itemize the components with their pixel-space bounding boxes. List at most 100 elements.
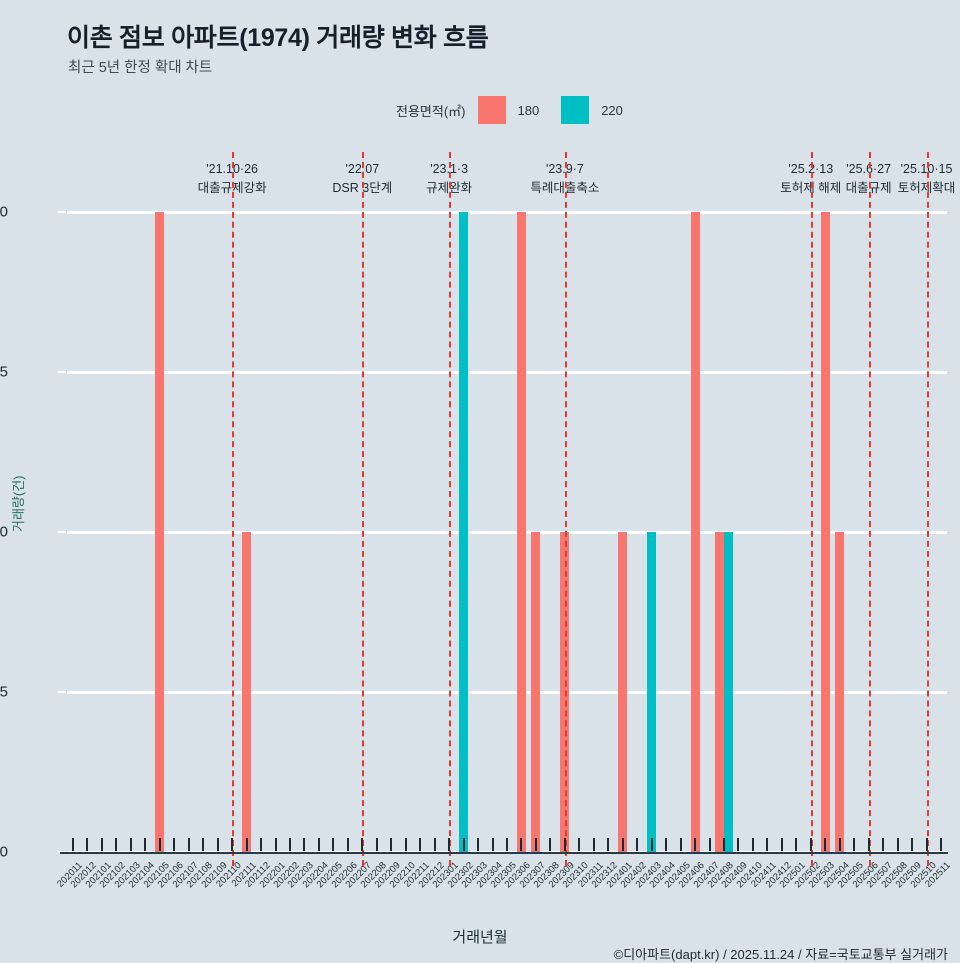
- x-axis-tick-mark: [491, 838, 494, 851]
- annotation-line: [232, 152, 235, 866]
- annotation-event: 규제완화: [426, 181, 473, 196]
- x-axis-tick-mark: [578, 838, 581, 851]
- legend-swatch-220: [561, 96, 590, 124]
- y-axis-tick-label: 0.0: [0, 843, 8, 861]
- x-axis-tick-mark: [100, 838, 103, 851]
- annotation-line: [868, 152, 871, 866]
- annotation-event: 대출규제: [845, 181, 892, 196]
- x-axis-tick-mark: [665, 838, 668, 851]
- annotation-date: '21.10·26: [206, 162, 258, 176]
- x-axis-tick-mark: [679, 838, 682, 851]
- y-axis-tick-mark: [58, 691, 66, 693]
- legend-title: 전용면적(㎡): [396, 103, 466, 119]
- y-axis-tick-mark: [58, 531, 66, 533]
- x-axis-tick-mark: [824, 838, 827, 851]
- bar: [155, 212, 165, 852]
- x-axis-tick-mark: [751, 838, 754, 851]
- annotation-date: '25.6·27: [846, 162, 892, 176]
- annotation-event: 토허제확대: [897, 181, 956, 196]
- x-axis-tick-mark: [621, 838, 624, 851]
- x-axis-tick-mark: [723, 838, 725, 851]
- gridline: [67, 530, 947, 534]
- x-axis-tick-mark: [462, 838, 465, 851]
- annotation-line: [926, 152, 929, 866]
- bar: [715, 532, 724, 852]
- x-axis-tick-mark: [882, 838, 885, 851]
- x-axis-tick-mark: [592, 838, 595, 851]
- chart-legend: 전용면적(㎡) 180 220: [396, 96, 623, 124]
- y-axis-label: 거래량(건): [11, 475, 26, 533]
- y-axis-tick-label: 1.5: [0, 363, 8, 381]
- x-axis-tick-mark: [911, 838, 914, 851]
- x-axis-tick-mark: [838, 838, 841, 851]
- y-axis-tick-mark: [58, 371, 66, 373]
- bar: [835, 532, 845, 852]
- x-axis-tick-mark: [448, 838, 451, 851]
- x-axis-tick-mark: [853, 838, 856, 851]
- gridline: [67, 690, 947, 694]
- x-axis-tick-mark: [896, 838, 899, 851]
- x-axis-tick-mark: [86, 838, 89, 851]
- x-axis-tick-mark: [940, 838, 942, 851]
- bar: [690, 212, 700, 852]
- x-axis-tick-mark: [433, 838, 436, 851]
- legend-swatch-180: [477, 96, 506, 124]
- x-axis-tick-mark: [795, 838, 798, 851]
- annotation-date: '25.2·13: [788, 162, 834, 176]
- legend-label-180: 180: [517, 102, 540, 118]
- plot-area: [67, 152, 947, 866]
- annotation-label: '21.10·26 대출규제강화: [162, 160, 302, 199]
- gridline: [67, 210, 947, 214]
- annotation-line: [564, 152, 567, 866]
- x-axis-tick-mark: [534, 838, 537, 851]
- x-axis-tick-mark: [520, 838, 523, 851]
- x-axis-tick-mark: [506, 838, 508, 851]
- x-axis-tick-mark: [216, 838, 219, 851]
- x-axis-tick-mark: [780, 838, 783, 851]
- gridline: [67, 370, 947, 374]
- x-axis-tick-mark: [636, 838, 639, 851]
- x-axis-tick-mark: [231, 838, 234, 851]
- x-axis-line: [60, 852, 948, 854]
- annotation-event: 대출규제강화: [197, 181, 267, 196]
- x-axis-tick-mark: [303, 838, 306, 851]
- y-axis-tick-label: 1.0: [0, 523, 8, 541]
- annotation-event: 토허제 해제: [780, 181, 842, 196]
- annotation-date: '22.07: [345, 162, 380, 176]
- annotation-label: '25.6·27 대출규제: [799, 160, 939, 199]
- annotation-date: '25.10·15: [900, 162, 953, 176]
- y-axis-tick-label: 0.5: [0, 683, 8, 701]
- x-axis-tick-mark: [129, 838, 132, 851]
- footer-credit: ©디아파트(dapt.kr) / 2025.11.24 / 자료=국토교통부 실…: [613, 947, 948, 962]
- x-axis-tick-mark: [708, 838, 711, 851]
- x-axis-tick-mark: [809, 838, 812, 851]
- x-axis-tick-mark: [925, 838, 928, 851]
- x-axis-tick-mark: [245, 838, 248, 851]
- annotation-line: [810, 152, 813, 866]
- x-axis-tick-mark: [563, 838, 566, 851]
- legend-label-220: 220: [601, 102, 623, 118]
- x-axis-tick-mark: [549, 838, 552, 851]
- x-axis-tick-mark: [404, 838, 407, 851]
- x-axis-tick-mark: [650, 838, 653, 851]
- bar: [724, 532, 733, 852]
- x-axis-tick-mark: [375, 838, 378, 851]
- x-axis-tick-mark: [867, 838, 870, 851]
- bar: [647, 532, 657, 852]
- x-axis-tick-mark: [72, 838, 74, 851]
- x-axis-tick-mark: [173, 838, 176, 851]
- y-axis-tick-mark: [58, 211, 66, 213]
- annotation-label: '25.10·15 토허제확대: [857, 160, 960, 199]
- x-axis-label: 거래년월: [452, 929, 508, 946]
- bar: [516, 212, 526, 852]
- x-axis-tick-mark: [390, 838, 393, 851]
- bar: [242, 532, 252, 852]
- bar: [531, 532, 541, 852]
- page-subtitle: 최근 5년 한정 확대 차트: [68, 60, 213, 76]
- x-axis-tick-mark: [202, 838, 205, 851]
- page-title: 이촌 점보 아파트(1974) 거래량 변화 흐름: [67, 24, 489, 52]
- x-axis-tick-mark: [260, 838, 263, 851]
- annotation-label: '25.2·13 토허제 해제: [741, 160, 881, 199]
- x-axis-tick-mark: [317, 838, 320, 851]
